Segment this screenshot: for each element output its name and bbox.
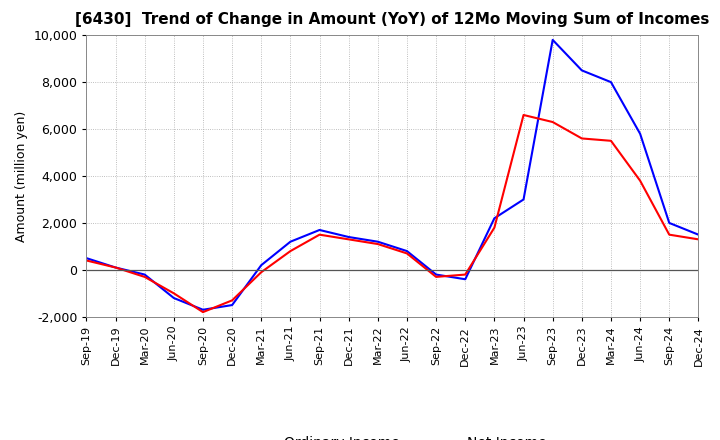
Net Income	[374, 242, 382, 247]
Net Income	[402, 251, 411, 256]
Title: [6430]  Trend of Change in Amount (YoY) of 12Mo Moving Sum of Incomes: [6430] Trend of Change in Amount (YoY) o…	[75, 12, 710, 27]
Line: Ordinary Income: Ordinary Income	[86, 40, 698, 310]
Net Income	[286, 249, 294, 254]
Net Income	[636, 178, 644, 183]
Net Income	[577, 136, 586, 141]
Ordinary Income	[402, 249, 411, 254]
Ordinary Income	[286, 239, 294, 244]
Net Income	[82, 258, 91, 263]
Ordinary Income	[461, 277, 469, 282]
Net Income	[257, 270, 266, 275]
Ordinary Income	[199, 307, 207, 312]
Ordinary Income	[607, 80, 616, 85]
Ordinary Income	[636, 131, 644, 136]
Y-axis label: Amount (million yen): Amount (million yen)	[15, 110, 28, 242]
Ordinary Income	[169, 295, 178, 301]
Ordinary Income	[665, 220, 674, 226]
Net Income	[665, 232, 674, 237]
Ordinary Income	[577, 68, 586, 73]
Ordinary Income	[315, 227, 324, 233]
Net Income	[461, 272, 469, 277]
Net Income	[199, 309, 207, 315]
Net Income	[228, 298, 236, 303]
Ordinary Income	[549, 37, 557, 43]
Net Income	[549, 119, 557, 125]
Net Income	[490, 225, 499, 230]
Net Income	[111, 265, 120, 270]
Ordinary Income	[228, 302, 236, 308]
Net Income	[432, 274, 441, 279]
Ordinary Income	[432, 272, 441, 277]
Ordinary Income	[694, 232, 703, 237]
Net Income	[694, 237, 703, 242]
Net Income	[169, 291, 178, 296]
Ordinary Income	[82, 256, 91, 261]
Ordinary Income	[490, 216, 499, 221]
Net Income	[519, 112, 528, 117]
Line: Net Income: Net Income	[86, 115, 698, 312]
Ordinary Income	[140, 272, 149, 277]
Ordinary Income	[374, 239, 382, 244]
Ordinary Income	[111, 265, 120, 270]
Net Income	[607, 138, 616, 143]
Ordinary Income	[519, 197, 528, 202]
Ordinary Income	[344, 235, 353, 240]
Net Income	[344, 237, 353, 242]
Net Income	[140, 274, 149, 279]
Ordinary Income	[257, 263, 266, 268]
Net Income	[315, 232, 324, 237]
Legend: Ordinary Income, Net Income: Ordinary Income, Net Income	[233, 431, 552, 440]
